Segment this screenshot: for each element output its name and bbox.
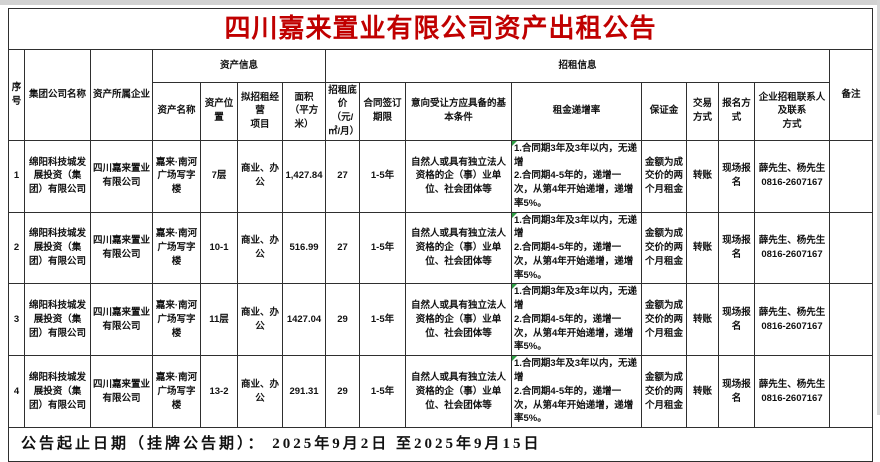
cell-asset-name: 嘉来·南河广场写字楼 xyxy=(152,283,201,357)
cell-owner-company: 四川嘉来置业有限公司 xyxy=(90,211,153,285)
cell-conditions: 自然人或具有独立法人资格的企（事）业单位、社会团体等 xyxy=(405,355,512,429)
table-row: 3 绵阳科技城发展投资（集团）有限公司 四川嘉来置业有限公司 嘉来·南河广场写字… xyxy=(8,283,874,357)
header-base-price: 招租底价（元/㎡/月） xyxy=(325,81,360,141)
cell-seq: 4 xyxy=(8,355,25,429)
cell-base-price: 27 xyxy=(325,139,360,213)
window-right-edge xyxy=(877,0,880,415)
cell-group-company: 绵阳科技城发展投资（集团）有限公司 xyxy=(24,355,91,429)
cell-trade-method: 转账 xyxy=(686,139,719,213)
excel-green-triangle-icon xyxy=(512,141,517,146)
cell-signup-method: 现场报名 xyxy=(718,355,755,429)
cell-deposit: 金额为成交价的两个月租金 xyxy=(641,211,687,285)
cell-area: 516.99 xyxy=(282,211,326,285)
excel-green-triangle-icon xyxy=(512,284,517,290)
cell-rent-increase: 1.合同期3年及3年以内，无递增 2.合同期4-5年的，递增一次，从第4年开始递… xyxy=(511,355,642,429)
cell-contract-term: 1-5年 xyxy=(359,211,406,285)
excel-green-triangle-icon xyxy=(512,213,517,218)
cell-area: 291.31 xyxy=(282,355,326,429)
cell-rent-increase: 1.合同期3年及3年以内，无递增 2.合同期4-5年的，递增一次，从第4年开始递… xyxy=(511,283,642,357)
header-asset-name: 资产名称 xyxy=(152,81,201,141)
cell-group-company: 绵阳科技城发展投资（集团）有限公司 xyxy=(24,139,91,213)
header-remarks: 备注 xyxy=(828,48,874,141)
header-trade-method: 交易方式 xyxy=(686,81,719,141)
cell-group-company: 绵阳科技城发展投资（集团）有限公司 xyxy=(24,211,91,285)
cell-asset-location: 11层 xyxy=(200,283,238,357)
cell-asset-location: 13-2 xyxy=(200,355,238,429)
header-contact: 企业招租联系人及联系 方式 xyxy=(754,81,830,141)
cell-conditions: 自然人或具有独立法人资格的企（事）业单位、社会团体等 xyxy=(405,211,512,285)
cell-rent-increase: 1.合同期3年及3年以内，无递增 2.合同期4-5年的，递增一次，从第4年开始递… xyxy=(511,139,642,213)
cell-asset-location: 7层 xyxy=(200,139,238,213)
cell-base-price: 29 xyxy=(325,355,360,429)
cell-remarks xyxy=(828,283,874,357)
cell-owner-company: 四川嘉来置业有限公司 xyxy=(90,355,153,429)
cell-remarks xyxy=(828,355,874,429)
cell-deposit: 金额为成交价的两个月租金 xyxy=(641,355,687,429)
header-signup-method: 报名方式 xyxy=(718,81,755,141)
header-owner-company: 资产所属企业 xyxy=(90,48,153,141)
rent-increase-text: 1.合同期3年及3年以内，无递增 2.合同期4-5年的，递增一次，从第4年开始递… xyxy=(514,358,637,425)
cell-remarks xyxy=(828,211,874,285)
cell-area: 1,427.84 xyxy=(282,139,326,213)
cell-seq: 3 xyxy=(8,283,25,357)
cell-base-price: 27 xyxy=(325,211,360,285)
table-row: 2 绵阳科技城发展投资（集团）有限公司 四川嘉来置业有限公司 嘉来·南河广场写字… xyxy=(8,211,874,285)
rent-increase-text: 1.合同期3年及3年以内，无递增 2.合同期4-5年的，递增一次，从第4年开始递… xyxy=(514,214,637,281)
cell-asset-name: 嘉来·南河广场写字楼 xyxy=(152,139,201,213)
cell-contract-term: 1-5年 xyxy=(359,355,406,429)
cell-trade-method: 转账 xyxy=(686,283,719,357)
cell-business-items: 商业、办公 xyxy=(237,283,283,357)
header-asset-location: 资产位置 xyxy=(200,81,238,141)
cell-area: 1427.04 xyxy=(282,283,326,357)
cell-contact: 薛先生、杨先生 0816-2607167 xyxy=(754,283,830,357)
cell-seq: 2 xyxy=(8,211,25,285)
cell-deposit: 金额为成交价的两个月租金 xyxy=(641,283,687,357)
rent-increase-text: 1.合同期3年及3年以内，无递增 2.合同期4-5年的，递增一次，从第4年开始递… xyxy=(514,286,637,353)
cell-contact: 薛先生、杨先生 0816-2607167 xyxy=(754,139,830,213)
cell-contract-term: 1-5年 xyxy=(359,139,406,213)
cell-contact: 薛先生、杨先生 0816-2607167 xyxy=(754,355,830,429)
cell-asset-location: 10-1 xyxy=(200,211,238,285)
excel-green-triangle-icon xyxy=(512,356,517,362)
cell-seq: 1 xyxy=(8,139,25,213)
header-business-items: 拟招租经营 项目 xyxy=(237,81,283,141)
header-group-company: 集团公司名称 xyxy=(24,48,91,141)
cell-signup-method: 现场报名 xyxy=(718,211,755,285)
header-conditions: 意向受让方应具备的基本条件 xyxy=(405,81,512,141)
cell-deposit: 金额为成交价的两个月租金 xyxy=(641,139,687,213)
header-area: 面积 （平方米） xyxy=(282,81,326,141)
cell-business-items: 商业、办公 xyxy=(237,355,283,429)
table-row: 1 绵阳科技城发展投资（集团）有限公司 四川嘉来置业有限公司 嘉来·南河广场写字… xyxy=(8,139,874,213)
header-rent-increase: 租金递增率 xyxy=(511,81,642,141)
header-seq: 序号 xyxy=(8,48,25,141)
window-top-edge xyxy=(0,0,880,5)
cell-base-price: 29 xyxy=(325,283,360,357)
cell-owner-company: 四川嘉来置业有限公司 xyxy=(90,283,153,357)
page-title: 四川嘉来置业有限公司资产出租公告 xyxy=(7,8,874,50)
cell-business-items: 商业、办公 xyxy=(237,139,283,213)
cell-conditions: 自然人或具有独立法人资格的企（事）业单位、社会团体等 xyxy=(405,283,512,357)
cell-group-company: 绵阳科技城发展投资（集团）有限公司 xyxy=(24,283,91,357)
cell-rent-increase: 1.合同期3年及3年以内，无递增 2.合同期4-5年的，递增一次，从第4年开始递… xyxy=(511,211,642,285)
header-contract-term: 合同签订期限 xyxy=(359,81,406,141)
cell-business-items: 商业、办公 xyxy=(237,211,283,285)
cell-contract-term: 1-5年 xyxy=(359,283,406,357)
header-deposit: 保证金 xyxy=(641,81,687,141)
cell-contact: 薛先生、杨先生 0816-2607167 xyxy=(754,211,830,285)
announcement-period: 公告起止日期（挂牌公告期）： 2025年9月2日 至2025年9月15日 xyxy=(7,427,874,462)
cell-trade-method: 转账 xyxy=(686,211,719,285)
cell-conditions: 自然人或具有独立法人资格的企（事）业单位、社会团体等 xyxy=(405,139,512,213)
table-row: 4 绵阳科技城发展投资（集团）有限公司 四川嘉来置业有限公司 嘉来·南河广场写字… xyxy=(8,355,874,429)
header-asset-info-group: 资产信息 xyxy=(152,48,326,83)
cell-remarks xyxy=(828,139,874,213)
cell-asset-name: 嘉来·南河广场写字楼 xyxy=(152,355,201,429)
cell-signup-method: 现场报名 xyxy=(718,139,755,213)
announcement-table: 四川嘉来置业有限公司资产出租公告 序号 集团公司名称 资产所属企业 资产信息 招… xyxy=(7,8,874,462)
cell-owner-company: 四川嘉来置业有限公司 xyxy=(90,139,153,213)
rent-increase-text: 1.合同期3年及3年以内，无递增 2.合同期4-5年的，递增一次，从第4年开始递… xyxy=(514,142,637,209)
cell-trade-method: 转账 xyxy=(686,355,719,429)
cell-signup-method: 现场报名 xyxy=(718,283,755,357)
cell-asset-name: 嘉来·南河广场写字楼 xyxy=(152,211,201,285)
header-rent-info-group: 招租信息 xyxy=(325,48,830,83)
